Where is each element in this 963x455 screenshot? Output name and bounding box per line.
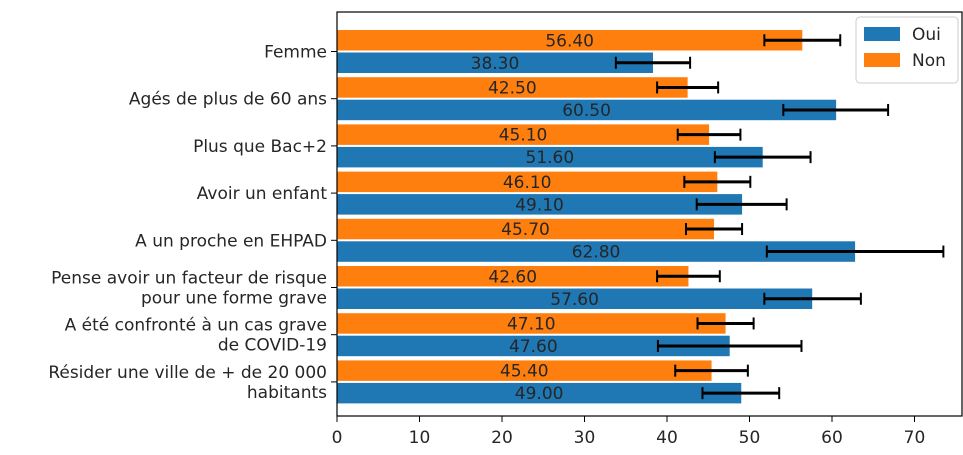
value-label-oui-0: 38.30: [471, 54, 520, 74]
value-label-non-7: 45.40: [500, 362, 549, 382]
category-label-line: pour une forme grave: [141, 289, 327, 309]
bar-non-2: [337, 124, 710, 145]
value-label-oui-3: 49.10: [515, 195, 564, 215]
category-label-line: Femme: [264, 43, 327, 63]
category-label-4: A un proche en EHPAD: [135, 231, 327, 251]
category-label-0: Femme: [264, 43, 327, 63]
legend: Oui Non: [855, 16, 959, 84]
category-label-line: Avoir un enfant: [197, 184, 328, 204]
category-label-6: A été confronté à un cas grave de COVID-1…: [65, 316, 327, 356]
value-label-oui-1: 60.50: [562, 101, 611, 121]
value-label-oui-4: 62.80: [572, 243, 621, 263]
x-tick-label-70: 70: [904, 428, 926, 448]
value-label-non-5: 42.60: [488, 267, 537, 287]
category-label-line: Plus que Bac+2: [193, 137, 327, 157]
category-label-5: Pense avoir un facteur de risque pour une…: [51, 269, 327, 309]
legend-swatch-oui: [864, 27, 900, 41]
category-label-2: Plus que Bac+2: [193, 137, 327, 157]
category-label-line: habitants: [247, 383, 327, 403]
category-label-line: A un proche en EHPAD: [135, 231, 327, 251]
category-label-7: Résider une ville de + de 20 000 habitant…: [48, 363, 327, 403]
bar-non-6: [337, 313, 726, 334]
bar-non-7: [337, 360, 712, 381]
category-label-line: de COVID-19: [218, 336, 327, 356]
bar-non-1: [337, 77, 688, 98]
bar-oui-6: [337, 335, 730, 357]
x-tick-label-0: 0: [332, 428, 343, 448]
bar-oui-3: [337, 194, 743, 215]
bar-non-4: [337, 218, 715, 240]
value-label-non-6: 47.10: [507, 314, 556, 334]
x-tick-label-20: 20: [491, 428, 513, 448]
value-label-non-0: 56.40: [545, 31, 594, 51]
value-label-non-1: 42.50: [488, 78, 537, 98]
error-bars-layer: [614, 34, 945, 400]
legend-label-oui: Oui: [912, 25, 941, 45]
category-label-3: Avoir un enfant: [197, 184, 328, 204]
bar-non-0: [337, 30, 803, 51]
value-label-oui-7: 49.00: [515, 384, 564, 404]
legend-box: [855, 16, 959, 84]
bar-oui-4: [337, 241, 856, 262]
value-label-non-4: 45.70: [501, 220, 550, 240]
bar-oui-2: [337, 146, 763, 168]
bar-oui-0: [337, 52, 653, 73]
bar-non-5: [337, 266, 689, 287]
bar-oui-5: [337, 288, 813, 309]
bars-layer: [337, 30, 856, 404]
category-label-line: Agés de plus de 60 ans: [129, 90, 327, 110]
category-label-line: Pense avoir un facteur de risque: [51, 269, 327, 289]
x-tick-label-10: 10: [409, 428, 431, 448]
x-tick-label-30: 30: [574, 428, 596, 448]
category-label-line: A été confronté à un cas grave: [65, 316, 327, 336]
legend-label-non: Non: [912, 51, 946, 71]
plot-frame: [336, 11, 963, 417]
value-label-non-3: 46.10: [503, 173, 552, 193]
bar-oui-1: [337, 99, 837, 121]
category-label-line: Résider une ville de + de 20 000: [48, 363, 327, 383]
value-label-oui-2: 51.60: [526, 148, 575, 168]
value-label-oui-6: 47.60: [509, 337, 558, 357]
legend-swatch-non: [864, 53, 900, 67]
x-tick-label-60: 60: [821, 428, 843, 448]
x-tick-label-40: 40: [656, 428, 678, 448]
category-label-1: Agés de plus de 60 ans: [129, 90, 327, 110]
bar-non-3: [337, 171, 718, 193]
value-label-non-2: 45.10: [499, 126, 548, 146]
x-tick-label-50: 50: [739, 428, 761, 448]
bar-oui-7: [337, 382, 742, 404]
axes-layer: Femme Agés de plus de 60 ans Plus que Bac+…: [48, 11, 963, 448]
value-label-oui-5: 57.60: [550, 290, 599, 310]
